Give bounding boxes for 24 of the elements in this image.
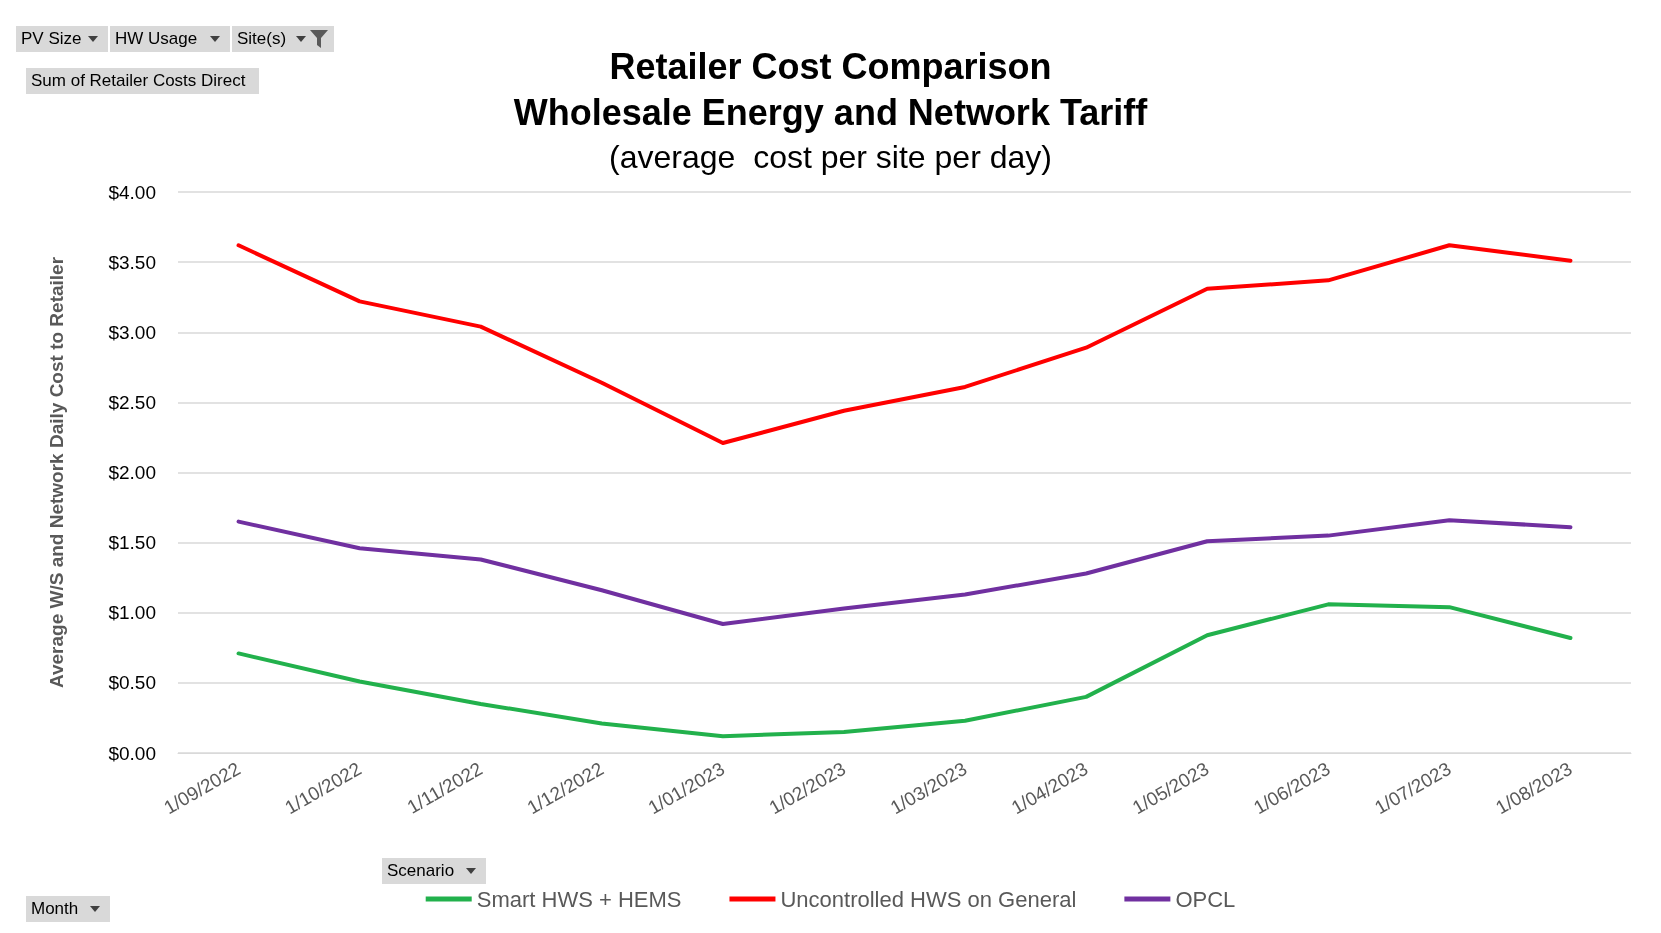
y-tick-label: $2.00 (108, 462, 156, 483)
legend-label: Smart HWS + HEMS (476, 886, 682, 912)
y-tick-label: $3.50 (108, 251, 156, 273)
text: Scenario (387, 861, 455, 881)
line-series (236, 243, 1573, 446)
y-tick-label: $1.50 (108, 532, 156, 554)
y-tick-label: $3.00 (108, 321, 156, 343)
text: Sum of Retailer Costs Direct (31, 71, 246, 91)
text: Site(s) (237, 29, 287, 49)
text: HW Usage (115, 29, 198, 49)
chart-title: Retailer Cost Comparison Wholesale Energy and Network Tariff (513, 45, 1149, 133)
y-tick-label: $0.00 (108, 742, 156, 764)
legend-label: Uncontrolled HWS on General (780, 886, 1077, 912)
line-series (236, 518, 1573, 626)
y-tick-label: $0.50 (108, 672, 156, 694)
text: Month (31, 899, 79, 919)
y-tick-label: $4.00 (108, 181, 156, 203)
line-series (236, 602, 1573, 739)
y-tick-label: $1.00 (108, 602, 156, 624)
chart-subtitle: (average cost per site per day) (609, 139, 1052, 175)
y-tick-label: $2.50 (108, 391, 156, 413)
text: PV Size (21, 29, 82, 49)
y-axis-title: Average W/S and Network Daily Cost to Retailer (46, 256, 67, 689)
legend-label: OPCL (1175, 886, 1236, 912)
